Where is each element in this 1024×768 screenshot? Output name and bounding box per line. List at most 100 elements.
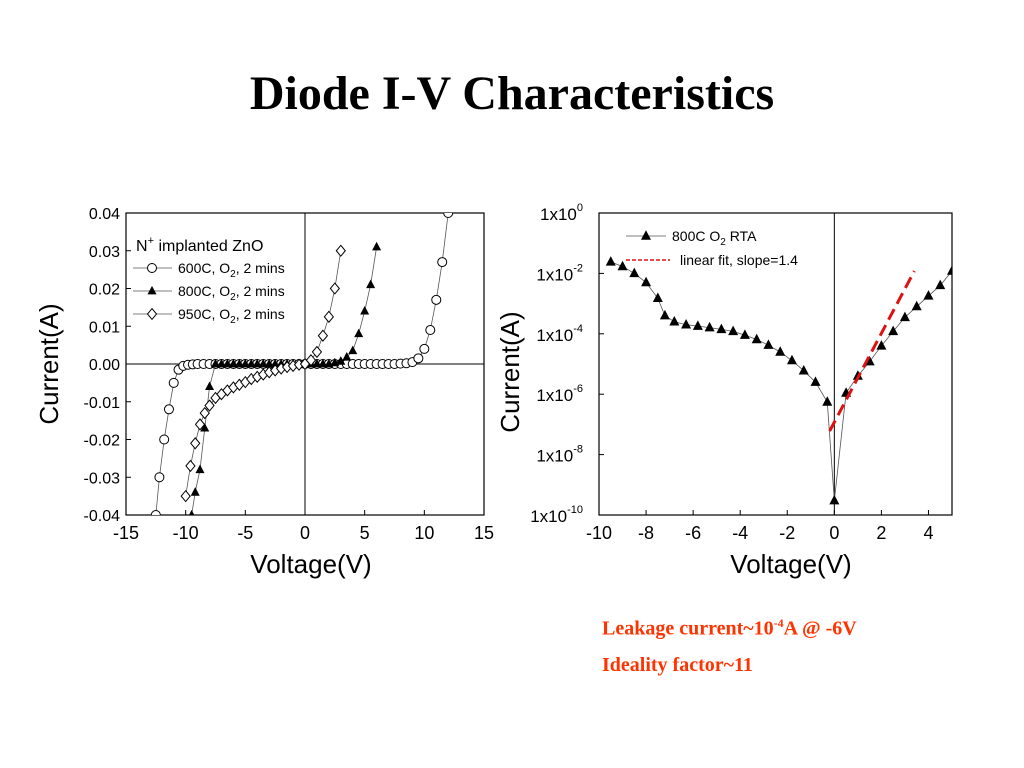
x-tick-label: -6 — [685, 523, 701, 543]
x-tick-label: 5 — [360, 523, 370, 543]
data-point — [323, 310, 335, 323]
data-point — [180, 489, 191, 503]
legend-title-rest: implanted ZnO — [154, 238, 263, 255]
data-point — [935, 279, 946, 290]
data-point — [775, 346, 786, 356]
legend-label-sub: 2 — [230, 269, 236, 280]
data-point — [264, 358, 274, 368]
legend-label-pre: 800C, O — [178, 283, 230, 299]
data-point — [234, 358, 244, 368]
data-point — [336, 356, 346, 365]
x-tick-label: -15 — [113, 523, 139, 543]
data-point — [252, 358, 262, 368]
y-tick-base: 1x10 — [536, 386, 573, 405]
data-point — [318, 358, 328, 368]
x-tick-label: -10 — [173, 523, 199, 543]
legend-label-sub: 2 — [230, 292, 236, 303]
data-point — [822, 396, 833, 406]
data-point — [605, 256, 616, 266]
legend-marker — [641, 230, 651, 240]
x-tick-label: -4 — [732, 523, 748, 543]
data-point — [360, 305, 370, 315]
x-axis-label: Voltage(V) — [730, 549, 851, 579]
y-tick-exponent: -10 — [567, 504, 583, 516]
y-tick-exponent: -2 — [573, 262, 583, 274]
legend-label-sub: 2 — [230, 315, 236, 326]
data-point — [888, 325, 899, 336]
data-point — [419, 343, 430, 354]
legend-label: 950C, O2, 2 mins — [178, 306, 285, 326]
legend-title-sup: + — [148, 235, 154, 247]
data-point — [335, 244, 346, 257]
y-tick-label: 1x10-2 — [536, 262, 583, 284]
data-point — [923, 290, 934, 300]
legend-label: 800C O2 RTA — [672, 228, 757, 248]
data-point — [425, 325, 436, 336]
data-point — [270, 358, 280, 368]
legend: 800C O2 RTA linear fit, slope=1.4 — [626, 228, 798, 268]
x-tick-label: 15 — [474, 523, 494, 543]
data-point — [372, 241, 382, 251]
data-point — [354, 328, 364, 338]
data-point — [716, 323, 727, 334]
legend-label-post: RTA — [726, 228, 757, 244]
fit-line — [828, 270, 916, 432]
y-tick-base: 1x10 — [540, 205, 577, 224]
series-0 — [605, 256, 952, 505]
legend-fit-label: linear fit, slope=1.4 — [680, 252, 798, 268]
data-point — [704, 321, 715, 332]
legend-label-pre: 800C O — [672, 228, 720, 244]
legend-label-post: , 2 mins — [236, 283, 285, 299]
data-point — [652, 292, 663, 303]
y-tick-label: 1x10-6 — [536, 383, 583, 405]
legend-marker — [147, 285, 157, 295]
x-tick-label: -10 — [586, 523, 612, 543]
data-point — [195, 464, 205, 474]
data-point — [810, 376, 821, 386]
plot-frame — [598, 212, 953, 516]
data-point — [305, 354, 317, 367]
data-point — [786, 354, 797, 365]
legend-title: N+ implanted ZnO — [136, 235, 263, 255]
y-tick-label: 0.00 — [89, 357, 120, 374]
data-point — [629, 267, 640, 278]
y-tick-base: 1x10 — [536, 447, 573, 466]
y-tick-base: 1x10 — [536, 326, 573, 345]
leakage-suffix: A @ -6V — [783, 617, 857, 640]
leakage-exponent: -4 — [773, 616, 784, 630]
legend-label: 800C, O2, 2 mins — [178, 283, 285, 303]
data-point — [366, 279, 376, 289]
data-point — [348, 345, 358, 355]
data-point — [681, 318, 692, 329]
data-point — [211, 358, 220, 368]
y-tick-label: 1x10-8 — [536, 444, 583, 466]
y-tick-exponent: -6 — [573, 383, 583, 395]
data-point — [329, 282, 340, 295]
y-tick-label: -0.01 — [84, 395, 121, 412]
y-tick-label: -0.04 — [84, 508, 121, 525]
data-point — [692, 320, 703, 330]
x-tick-label: -2 — [779, 523, 795, 543]
data-point — [190, 437, 201, 450]
data-point — [437, 257, 448, 268]
data-point — [728, 325, 739, 336]
ideality-factor-note: Ideality factor~11 — [602, 654, 753, 676]
legend-label-post: , 2 mins — [236, 260, 285, 276]
data-point — [185, 459, 196, 473]
data-point — [190, 487, 200, 496]
data-point — [617, 260, 628, 271]
data-point — [342, 352, 352, 361]
data-point — [317, 329, 329, 342]
x-tick-label: 0 — [300, 523, 310, 543]
legend-title-main: N — [136, 238, 148, 255]
y-tick-base: 1x10 — [536, 265, 573, 284]
data-point — [669, 316, 680, 326]
data-point — [751, 333, 762, 344]
y-tick-label: 0.04 — [89, 206, 120, 223]
y-tick-label: -0.03 — [84, 470, 121, 487]
leakage-prefix: Leakage current~10 — [602, 617, 774, 640]
data-point — [911, 300, 922, 311]
